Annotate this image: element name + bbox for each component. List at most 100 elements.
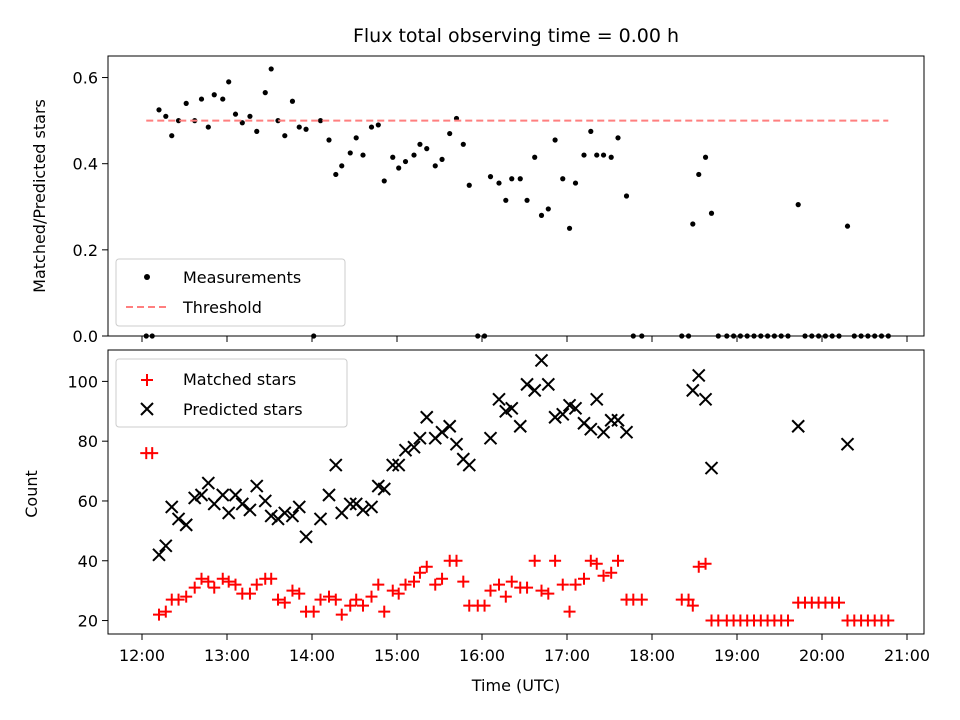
legend-marker-predicted bbox=[140, 402, 154, 416]
ratio-y-ticks: 0.0 0.2 0.4 0.6 bbox=[73, 69, 108, 346]
measurements-point bbox=[623, 193, 630, 199]
matched-stars-point bbox=[578, 572, 590, 585]
predicted-stars-point bbox=[228, 488, 243, 502]
legend-label-predicted: Predicted stars bbox=[183, 400, 303, 419]
x-tick-label: 13:00 bbox=[204, 646, 250, 665]
measurements-point bbox=[375, 122, 381, 128]
matched-stars-point bbox=[699, 557, 712, 570]
matched-stars-point bbox=[505, 575, 518, 588]
measurements-point bbox=[353, 135, 359, 141]
measurements-point bbox=[532, 154, 538, 160]
measurements-point bbox=[163, 113, 169, 119]
ratio-y-tick-label: 0.6 bbox=[73, 69, 98, 88]
measurements-point bbox=[211, 92, 217, 98]
measurements-point bbox=[262, 90, 268, 96]
matched-stars-point bbox=[272, 593, 284, 606]
x-tick-label: 15:00 bbox=[374, 646, 420, 665]
matched-stars-point bbox=[293, 587, 306, 600]
predicted-stars-point bbox=[285, 509, 300, 523]
matched-stars-point bbox=[535, 584, 548, 597]
matched-stars-point bbox=[521, 581, 534, 594]
measurements-point bbox=[560, 176, 566, 182]
predicted-stars-point bbox=[584, 422, 598, 436]
matched-stars-point bbox=[222, 575, 235, 588]
matched-stars-point bbox=[605, 566, 618, 579]
count-panel: 12:00 13:00 14:00 15:00 16:00 17:00 18:00 19:00… bbox=[22, 349, 930, 695]
measurements-point bbox=[390, 154, 396, 160]
predicted-stars-point bbox=[250, 479, 264, 493]
matched-stars-point bbox=[202, 575, 215, 588]
x-tick-label: 14:00 bbox=[289, 646, 335, 665]
measurements-point bbox=[198, 96, 205, 102]
ratio-y-tick-label: 0.4 bbox=[73, 155, 98, 174]
matched-stars-point bbox=[420, 560, 433, 573]
predicted-stars-point bbox=[343, 497, 357, 511]
predicted-stars-point bbox=[413, 431, 427, 445]
measurements-point bbox=[487, 174, 494, 180]
matched-stars-point bbox=[365, 590, 378, 603]
predicted-stars-point bbox=[299, 530, 313, 544]
measurements-point bbox=[268, 66, 274, 72]
predicted-stars-point bbox=[386, 458, 400, 472]
matched-stars-point bbox=[569, 578, 582, 591]
matched-stars-point bbox=[528, 554, 541, 567]
matched-stars-point bbox=[612, 554, 624, 567]
predicted-stars-point bbox=[692, 368, 706, 383]
predicted-stars-point bbox=[698, 392, 713, 407]
matched-stars-point bbox=[208, 581, 221, 594]
measurements-point bbox=[708, 210, 715, 216]
matched-stars-point bbox=[399, 578, 412, 591]
predicted-stars-point bbox=[791, 419, 805, 433]
measurements-point bbox=[615, 135, 621, 141]
matched-stars-point bbox=[335, 608, 348, 621]
predicted-stars-point bbox=[840, 437, 855, 451]
measurements-point bbox=[594, 152, 600, 158]
x-axis-label: Time (UTC) bbox=[471, 676, 560, 695]
predicted-stars-point bbox=[187, 491, 202, 505]
measurements-point bbox=[339, 163, 345, 169]
measurements-point bbox=[696, 171, 702, 178]
ratio-x-ticks bbox=[141, 336, 908, 342]
predicted-stars-point bbox=[194, 488, 209, 502]
predicted-stars-point bbox=[534, 353, 549, 368]
matched-stars-point bbox=[180, 590, 193, 603]
matched-stars-point bbox=[314, 593, 327, 606]
ratio-y-tick-label: 0.2 bbox=[73, 241, 98, 260]
x-tick-label: 19:00 bbox=[714, 646, 760, 665]
ratio-panel: 0.0 0.2 0.4 0.6 Matched/Predicted stars Mea… bbox=[30, 55, 925, 346]
count-y-tick-label: 40 bbox=[78, 552, 98, 571]
ratio-y-axis-label: Matched/Predicted stars bbox=[30, 99, 49, 293]
predicted-stars-point bbox=[171, 512, 186, 526]
matched-stars-point bbox=[188, 581, 201, 594]
measurements-point bbox=[417, 141, 423, 147]
matched-stars-point bbox=[323, 590, 335, 603]
measurements-point bbox=[538, 212, 545, 218]
matched-stars-point bbox=[229, 578, 242, 591]
matched-stars-point bbox=[286, 584, 299, 597]
measurements-point bbox=[169, 133, 175, 139]
measurements-point bbox=[411, 152, 417, 158]
matched-stars-point bbox=[584, 554, 597, 567]
ratio-axes-frame bbox=[107, 55, 925, 337]
matched-stars-point bbox=[457, 575, 470, 588]
measurements-point bbox=[432, 163, 438, 169]
x-tick-label: 21:00 bbox=[884, 646, 930, 665]
predicted-stars-point bbox=[520, 377, 534, 392]
matched-stars-point bbox=[499, 590, 512, 603]
legend-label-measurements: Measurements bbox=[183, 268, 301, 287]
matched-stars-point bbox=[686, 599, 699, 612]
matched-stars-point bbox=[493, 578, 505, 591]
matched-stars-point bbox=[195, 572, 208, 585]
matched-stars-point bbox=[243, 587, 256, 600]
predicted-stars-point bbox=[322, 488, 336, 502]
measurements-point bbox=[844, 223, 851, 229]
matched-stars-point bbox=[563, 605, 576, 618]
measurements-point bbox=[296, 124, 302, 130]
count-plot-area bbox=[140, 353, 895, 627]
matched-stars-point bbox=[216, 572, 229, 585]
predicted-stars-point bbox=[398, 443, 413, 457]
measurements-point bbox=[588, 128, 594, 134]
matched-stars-point bbox=[692, 560, 705, 573]
measurements-point bbox=[402, 158, 409, 165]
measurements-point bbox=[275, 118, 281, 124]
